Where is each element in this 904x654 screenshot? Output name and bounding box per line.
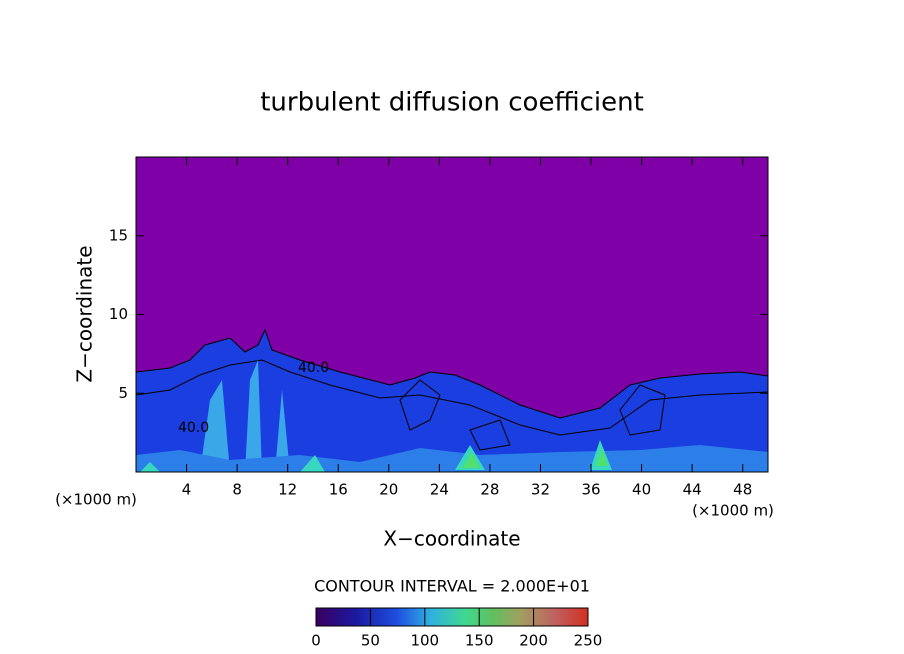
x-tick-label: 36 bbox=[581, 481, 600, 499]
contour-label: 40.0 bbox=[178, 420, 209, 436]
x-tick-label: 44 bbox=[683, 481, 702, 499]
x-unit-label: (×1000 m) bbox=[55, 491, 137, 509]
chart-title: turbulent diffusion coefficient bbox=[260, 88, 644, 118]
y-tick-label: 10 bbox=[109, 305, 128, 323]
colorbar-tick-label: 50 bbox=[361, 632, 380, 650]
x-tick-label: 8 bbox=[232, 481, 242, 499]
x-tick-label: 40 bbox=[632, 481, 651, 499]
x-unit-label: (×1000 m) bbox=[692, 502, 774, 520]
x-tick-label: 4 bbox=[182, 481, 192, 499]
x-tick-label: 12 bbox=[278, 481, 297, 499]
x-tick-label: 16 bbox=[329, 481, 348, 499]
y-tick-label: 15 bbox=[109, 226, 128, 244]
x-tick-label: 20 bbox=[379, 481, 398, 499]
colorbar bbox=[315, 607, 589, 627]
colorbar-tick-label: 150 bbox=[465, 632, 494, 650]
x-tick-label: 32 bbox=[531, 481, 550, 499]
colorbar-tick-label: 0 bbox=[311, 632, 321, 650]
colorbar-tick-label: 200 bbox=[519, 632, 548, 650]
x-tick-label: 48 bbox=[733, 481, 752, 499]
contour-label: 40.0 bbox=[298, 360, 329, 376]
colorbar-tick-label: 250 bbox=[574, 632, 603, 650]
colorbar-tick-label: 100 bbox=[410, 632, 439, 650]
x-tick-label: 28 bbox=[480, 481, 499, 499]
contour-field bbox=[136, 157, 768, 472]
x-tick-label: 24 bbox=[430, 481, 449, 499]
x-axis-label: X−coordinate bbox=[383, 527, 520, 551]
y-tick-label: 5 bbox=[118, 384, 128, 402]
y-axis-label: Z−coordinate bbox=[73, 245, 97, 382]
contour-interval: CONTOUR INTERVAL = 2.000E+01 bbox=[314, 577, 590, 596]
